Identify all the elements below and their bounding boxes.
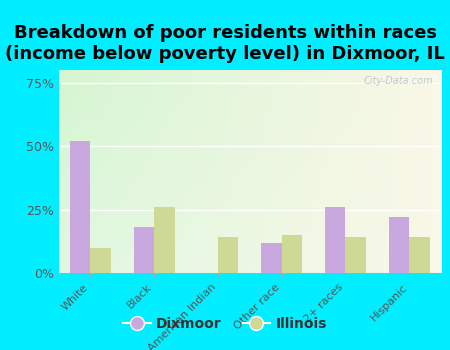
Legend: Dixmoor, Illinois: Dixmoor, Illinois [117, 311, 333, 336]
Text: City-Data.com: City-Data.com [364, 76, 433, 86]
Bar [70, 141, 90, 273]
Bar [261, 243, 282, 273]
Bar [409, 237, 430, 273]
Bar [134, 228, 154, 273]
Bar [325, 207, 346, 273]
Bar [389, 217, 409, 273]
Text: Breakdown of poor residents within races
(income below poverty level) in Dixmoor: Breakdown of poor residents within races… [5, 25, 445, 63]
Bar [346, 237, 366, 273]
Bar [282, 235, 302, 273]
Bar [218, 237, 238, 273]
Bar [154, 207, 175, 273]
Bar [90, 248, 111, 273]
